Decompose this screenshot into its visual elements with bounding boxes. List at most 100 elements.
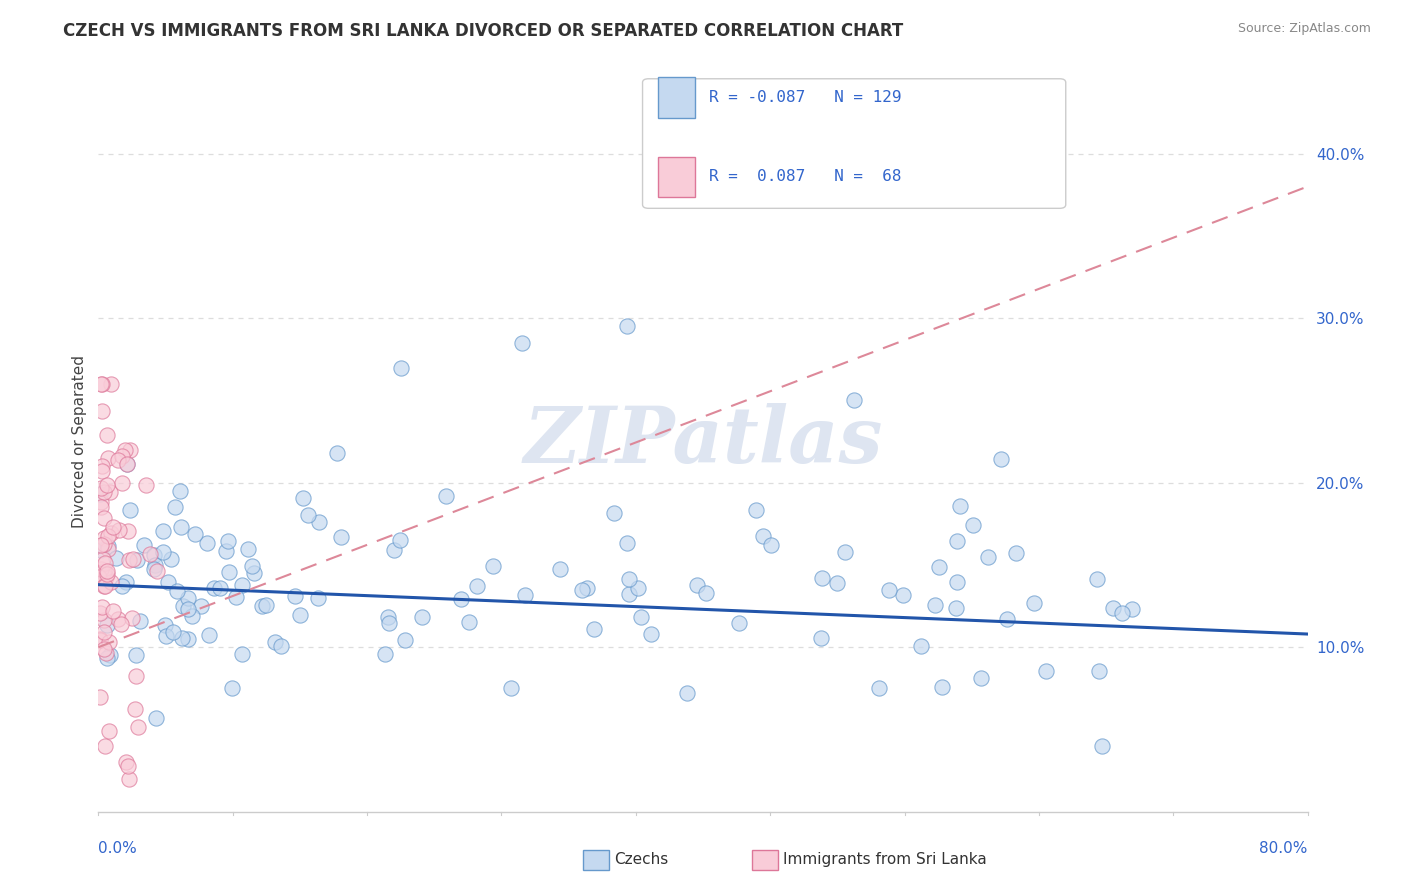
Point	[190, 599, 212, 613]
Text: Source: ZipAtlas.com: Source: ZipAtlas.com	[1237, 22, 1371, 36]
Point	[221, 681, 243, 695]
Point	[118, 772, 141, 786]
Point	[177, 602, 200, 616]
Point	[143, 558, 166, 572]
Point	[924, 598, 946, 612]
Point	[120, 442, 142, 457]
Point	[240, 558, 263, 573]
Point	[686, 578, 709, 592]
Point	[97, 539, 120, 553]
Point	[1085, 572, 1108, 586]
Point	[132, 538, 155, 552]
Point	[215, 543, 238, 558]
Point	[107, 612, 129, 626]
Point	[115, 458, 138, 472]
Point	[810, 631, 832, 645]
Point	[270, 639, 292, 653]
Point	[160, 551, 183, 566]
Point	[155, 629, 177, 643]
Point	[928, 560, 950, 574]
Point	[96, 564, 118, 578]
Point	[162, 624, 184, 639]
Point	[96, 478, 118, 492]
Point	[93, 531, 115, 545]
Point	[90, 538, 112, 552]
Point	[997, 612, 1019, 626]
Point	[93, 565, 115, 579]
Point	[676, 686, 699, 700]
Point	[98, 485, 121, 500]
Point	[250, 599, 273, 613]
Point	[142, 548, 165, 562]
Point	[949, 499, 972, 513]
Point	[834, 544, 856, 558]
Point	[389, 533, 412, 548]
Point	[727, 615, 749, 630]
Point	[93, 485, 115, 500]
Point	[467, 579, 489, 593]
Point	[307, 591, 329, 605]
Point	[970, 671, 993, 685]
Point	[89, 607, 111, 621]
Point	[945, 601, 967, 615]
Point	[378, 615, 401, 630]
Point	[297, 508, 319, 522]
Point	[145, 564, 167, 578]
Point	[96, 570, 118, 584]
Point	[946, 533, 969, 548]
Point	[108, 523, 131, 537]
Point	[100, 575, 122, 590]
Point	[603, 507, 626, 521]
Point	[510, 335, 533, 350]
Point	[752, 528, 775, 542]
Point	[93, 537, 115, 551]
Point	[183, 526, 205, 541]
Point	[107, 453, 129, 467]
Point	[166, 583, 188, 598]
Point	[93, 579, 115, 593]
Point	[288, 608, 311, 623]
Text: R =  0.087   N =  68: R = 0.087 N = 68	[709, 169, 901, 185]
Point	[1121, 601, 1143, 615]
Point	[89, 632, 111, 646]
Point	[163, 500, 186, 514]
Point	[97, 723, 120, 738]
Point	[575, 582, 598, 596]
Point	[100, 376, 122, 391]
Point	[152, 524, 174, 538]
Point	[97, 528, 120, 542]
Point	[93, 625, 115, 640]
Point	[90, 376, 112, 391]
Point	[394, 633, 416, 648]
Point	[152, 544, 174, 558]
Point	[254, 598, 277, 612]
Point	[177, 591, 200, 606]
Point	[810, 571, 832, 585]
Point	[90, 500, 112, 514]
Point	[231, 648, 253, 662]
Point	[96, 651, 118, 665]
Text: ZIPatlas: ZIPatlas	[523, 403, 883, 480]
Point	[128, 614, 150, 628]
Point	[118, 553, 141, 567]
Text: CZECH VS IMMIGRANTS FROM SRI LANKA DIVORCED OR SEPARATED CORRELATION CHART: CZECH VS IMMIGRANTS FROM SRI LANKA DIVOR…	[63, 22, 904, 40]
Point	[501, 681, 523, 695]
Point	[825, 576, 848, 591]
Point	[110, 616, 132, 631]
Point	[329, 530, 352, 544]
Point	[117, 457, 139, 471]
Point	[284, 589, 307, 603]
Point	[169, 483, 191, 498]
Point	[977, 550, 1000, 565]
Point	[138, 547, 160, 561]
Point	[931, 681, 953, 695]
Point	[90, 376, 112, 391]
Point	[389, 360, 412, 375]
Point	[93, 511, 115, 525]
Point	[94, 646, 117, 660]
Point	[124, 701, 146, 715]
Point	[616, 536, 638, 550]
Point	[90, 495, 112, 509]
Point	[616, 319, 638, 334]
FancyBboxPatch shape	[658, 156, 695, 197]
